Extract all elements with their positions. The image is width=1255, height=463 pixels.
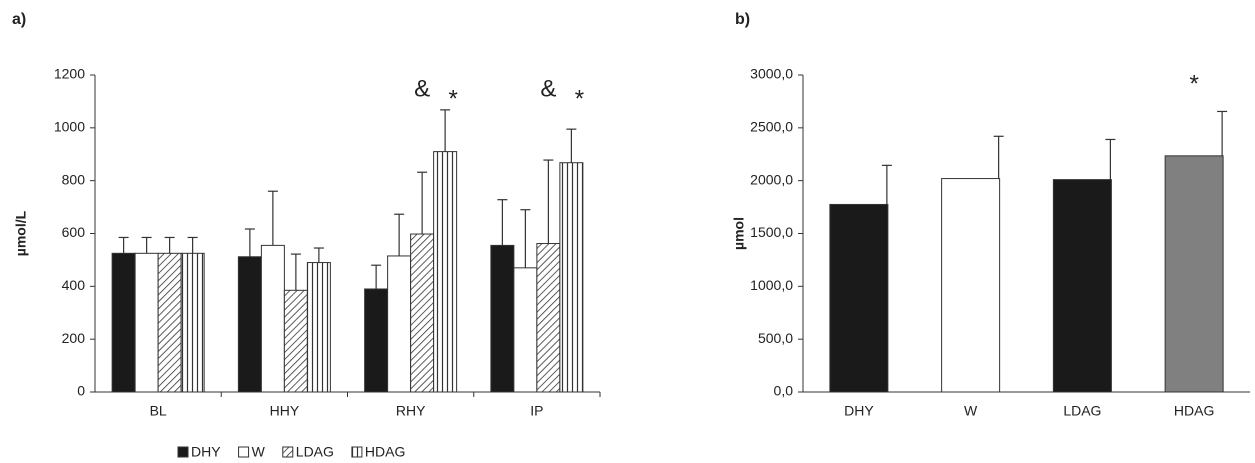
bar <box>260 244 285 393</box>
legend-label: DHY <box>191 444 221 460</box>
annotation: * <box>575 85 584 112</box>
legend-label: HDAG <box>365 444 405 460</box>
bar <box>1164 155 1224 393</box>
bar <box>536 243 561 393</box>
bar <box>134 252 159 393</box>
legend-label: LDAG <box>296 444 334 460</box>
y-tick-label: 600 <box>62 224 86 240</box>
annotation: & <box>540 75 556 102</box>
y-tick-label: 0 <box>77 383 85 399</box>
bar <box>433 151 458 393</box>
y-tick-label: 1000,0 <box>750 277 793 293</box>
y-axis-label: µmol/L <box>13 210 29 256</box>
bar <box>283 289 308 393</box>
bar <box>306 262 331 393</box>
x-tick-label: BL <box>150 403 167 419</box>
annotation: * <box>1189 70 1198 97</box>
x-tick-label: LDAG <box>1063 403 1101 419</box>
y-tick-label: 2000,0 <box>750 171 793 187</box>
bar <box>387 255 412 393</box>
x-tick-label: HDAG <box>1174 403 1214 419</box>
x-tick-label: HHY <box>270 403 300 419</box>
y-axis-label: µmol <box>731 217 747 250</box>
panel-label: a) <box>12 11 26 28</box>
panel-label: b) <box>735 11 750 28</box>
annotation: * <box>448 85 457 112</box>
y-tick-label: 1200 <box>54 66 85 82</box>
y-tick-label: 1000 <box>54 119 85 135</box>
legend-label: W <box>252 444 266 460</box>
bar <box>111 252 136 393</box>
x-tick-label: IP <box>530 403 543 419</box>
y-tick-label: 2500,0 <box>750 119 793 135</box>
legend-swatch <box>238 446 250 458</box>
x-tick-label: RHY <box>396 403 426 419</box>
bar <box>829 203 889 393</box>
bar <box>364 288 389 393</box>
y-tick-label: 200 <box>62 330 86 346</box>
bar <box>157 252 182 393</box>
legend-swatch <box>282 446 294 458</box>
bar <box>490 244 515 393</box>
y-tick-label: 3000,0 <box>750 66 793 82</box>
y-tick-label: 800 <box>62 171 86 187</box>
y-tick-label: 400 <box>62 277 86 293</box>
y-tick-label: 500,0 <box>758 330 793 346</box>
bar <box>559 162 584 393</box>
bar <box>180 252 205 393</box>
annotation: & <box>414 75 430 102</box>
y-tick-label: 1500,0 <box>750 224 793 240</box>
bar <box>941 178 1001 393</box>
legend-swatch <box>351 446 363 458</box>
bar <box>513 267 538 393</box>
x-tick-label: W <box>964 403 978 419</box>
bar <box>1052 179 1112 393</box>
y-tick-label: 0,0 <box>774 383 794 399</box>
legend-swatch <box>177 446 189 458</box>
bar <box>237 256 262 393</box>
bar <box>410 233 435 393</box>
x-tick-label: DHY <box>844 403 874 419</box>
